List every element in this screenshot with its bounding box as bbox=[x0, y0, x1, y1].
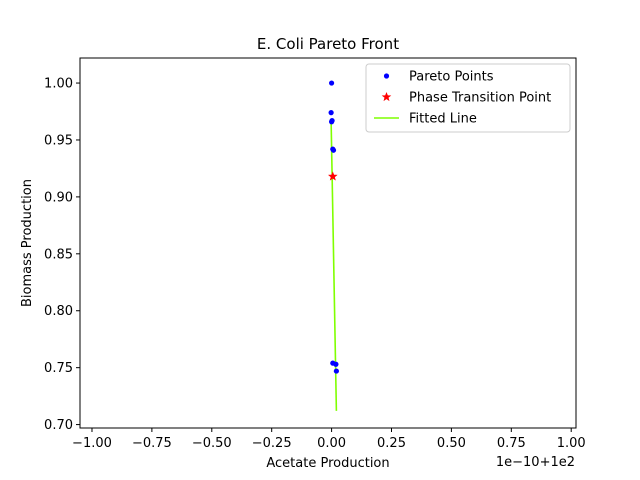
y-tick-label: 0.90 bbox=[44, 190, 73, 205]
y-tick-label: 0.85 bbox=[44, 247, 73, 262]
plot-frame bbox=[79, 57, 577, 429]
x-axis-ticks: −1.00 −0.75 −0.50 −0.25 0.00 0.25 0.50 0.75 1.00 bbox=[72, 428, 586, 451]
y-tick-label: 0.75 bbox=[44, 361, 73, 376]
y-tick-label: 0.70 bbox=[44, 418, 73, 433]
pareto-point bbox=[328, 119, 335, 125]
x-tick-label: −1.00 bbox=[72, 436, 112, 451]
x-axis-offset-label: 1e−10+1e2 bbox=[496, 455, 575, 470]
x-tick-label: 0.75 bbox=[497, 436, 526, 451]
chart-title: E. Coli Pareto Front bbox=[257, 35, 399, 53]
y-axis-label: Biomass Production bbox=[20, 179, 35, 307]
x-tick-label: −0.50 bbox=[192, 436, 232, 451]
y-tick-label: 0.80 bbox=[44, 304, 73, 319]
x-axis-label: Acetate Production bbox=[266, 456, 389, 471]
legend-dot-swatch bbox=[383, 73, 390, 79]
pareto-point bbox=[330, 147, 337, 153]
x-tick-label: 0.25 bbox=[377, 436, 406, 451]
legend-label: Pareto Points bbox=[409, 70, 494, 85]
pareto-point bbox=[328, 80, 335, 86]
x-tick-label: 0.00 bbox=[317, 436, 346, 451]
pareto-point bbox=[333, 368, 339, 374]
pareto-point bbox=[333, 361, 339, 367]
y-tick-label: 0.95 bbox=[44, 133, 73, 148]
legend-label: Phase Transition Point bbox=[409, 91, 551, 106]
y-axis-ticks: 0.70 0.75 0.80 0.85 0.90 0.95 1.00 bbox=[44, 77, 80, 433]
y-tick-label: 1.00 bbox=[44, 77, 73, 92]
legend-label: Fitted Line bbox=[409, 112, 477, 127]
plot-marks bbox=[328, 80, 339, 411]
x-tick-label: 0.50 bbox=[437, 436, 466, 451]
legend-star-swatch bbox=[381, 91, 392, 102]
legend: Pareto Points Phase Transition Point Fitte… bbox=[365, 63, 571, 133]
x-tick-label: 1.00 bbox=[557, 436, 586, 451]
phase-transition-point bbox=[328, 171, 338, 181]
x-tick-label: −0.75 bbox=[132, 436, 172, 451]
pareto-point bbox=[328, 110, 334, 116]
legend-box bbox=[365, 63, 571, 133]
x-tick-label: −0.25 bbox=[252, 436, 292, 451]
